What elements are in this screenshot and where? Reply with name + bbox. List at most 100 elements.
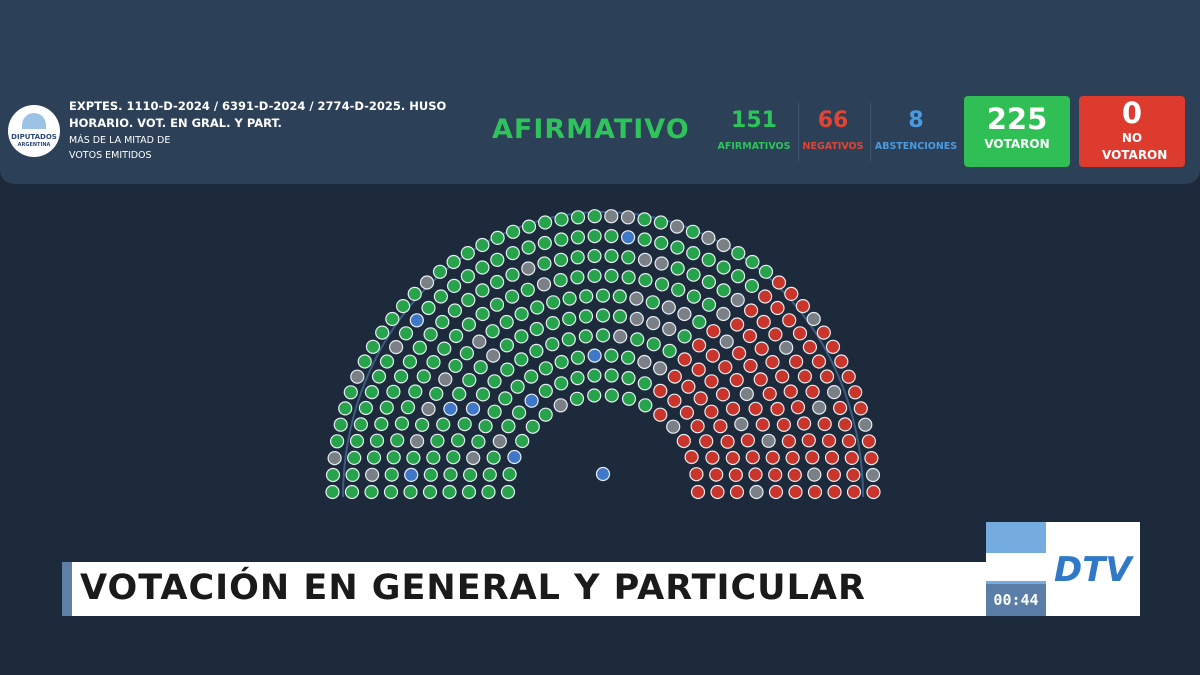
seat <box>762 386 777 401</box>
seat <box>492 434 507 449</box>
title: EXPTES. 1110-D-2024 / 6391-D-2024 / 2774… <box>69 99 447 130</box>
seat <box>719 334 734 349</box>
seat <box>729 373 744 388</box>
seat <box>816 325 831 340</box>
seat <box>499 338 514 353</box>
seat <box>771 275 787 290</box>
seat <box>579 289 594 304</box>
seat <box>587 368 602 383</box>
seat <box>742 328 758 344</box>
seat <box>595 308 611 323</box>
seat <box>570 270 585 285</box>
seat <box>638 398 653 413</box>
seat <box>604 388 619 403</box>
seat <box>817 416 832 432</box>
subtitle: MÁS DE LA MITAD DE VOTOS EMITIDOS <box>69 135 171 161</box>
seat <box>620 210 636 225</box>
seat <box>756 314 771 330</box>
seat <box>748 467 763 482</box>
seat <box>578 309 594 324</box>
seat <box>770 300 785 316</box>
seat <box>853 401 868 416</box>
separator <box>798 103 799 161</box>
seat <box>353 417 368 432</box>
seat <box>705 348 720 363</box>
seat <box>406 450 421 465</box>
seat <box>826 467 842 482</box>
seat <box>848 385 863 400</box>
seat <box>515 433 530 449</box>
seat <box>637 212 652 227</box>
seat <box>386 450 401 465</box>
seat <box>525 419 540 434</box>
seat <box>743 358 758 373</box>
seat <box>333 417 348 432</box>
seat <box>462 373 477 388</box>
seat <box>801 433 816 448</box>
seat <box>570 350 586 365</box>
seat <box>824 450 840 465</box>
seat <box>730 269 746 284</box>
seat <box>653 215 669 230</box>
seat <box>595 288 611 303</box>
logo-bottom: ARGENTINA <box>17 142 51 148</box>
seat <box>653 407 668 422</box>
seat <box>637 232 652 247</box>
separator <box>870 103 871 161</box>
seat <box>554 354 569 370</box>
seat <box>587 209 602 224</box>
seat <box>537 235 552 251</box>
seat <box>538 407 553 422</box>
seat <box>386 384 401 399</box>
seat <box>504 289 520 304</box>
seat <box>731 346 747 361</box>
seat <box>629 291 644 306</box>
seat <box>514 306 529 322</box>
seat <box>677 306 692 322</box>
seat <box>520 282 535 297</box>
seat <box>412 340 427 355</box>
seat <box>409 313 424 328</box>
seat <box>538 361 554 376</box>
seat <box>457 417 472 432</box>
seat <box>699 434 714 449</box>
seat <box>461 317 476 332</box>
seat <box>475 387 491 402</box>
seat <box>638 273 653 288</box>
seat <box>861 434 877 449</box>
seat <box>797 369 813 384</box>
seat <box>505 224 521 239</box>
seat <box>758 264 774 279</box>
seat <box>807 467 822 482</box>
seat <box>521 219 537 234</box>
seat <box>604 209 619 224</box>
seat <box>500 362 515 377</box>
seat <box>637 354 652 370</box>
seat <box>486 348 501 363</box>
seat <box>739 386 754 402</box>
seat <box>713 419 728 434</box>
seat <box>690 484 706 500</box>
seat <box>486 450 501 465</box>
total-label: VOTARON <box>984 137 1050 151</box>
hemicycle-outline <box>342 211 864 498</box>
seat <box>545 316 560 331</box>
seat <box>432 264 448 279</box>
seat <box>350 369 365 384</box>
logo: DIPUTADOS ARGENTINA <box>8 105 60 157</box>
channel-name: DTV <box>1054 550 1132 590</box>
seat <box>788 354 804 369</box>
count-label: AFIRMATIVOS <box>717 141 791 152</box>
seat <box>805 384 820 399</box>
seat <box>349 433 365 449</box>
total-value: 225 <box>986 102 1048 136</box>
seat <box>795 299 811 314</box>
hemicycle <box>325 209 881 500</box>
seat <box>410 434 425 449</box>
seat <box>554 212 569 227</box>
seat <box>463 467 478 482</box>
seat <box>446 450 461 465</box>
banner-title: VOTACIÓN EN GENERAL Y PARTICULAR <box>80 568 866 608</box>
seat <box>686 246 701 261</box>
